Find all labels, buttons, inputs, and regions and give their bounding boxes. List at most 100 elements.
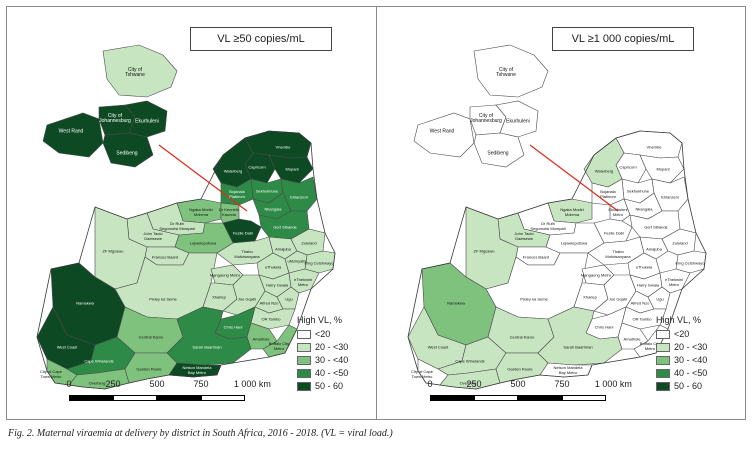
district-label: Cape Winelands xyxy=(84,359,113,364)
legend-swatch xyxy=(656,329,670,339)
scale-segment xyxy=(201,395,245,401)
district-label: Frances Baard xyxy=(152,255,178,260)
district-label: Harry Gwala xyxy=(266,283,289,288)
scale-bar: 0 250 500 750 1 000 km xyxy=(427,379,670,409)
legend-item: 50 - 60 xyxy=(656,380,707,392)
legend-swatch xyxy=(297,381,311,391)
district-label: Buffalo City Metro xyxy=(269,341,289,351)
district-label: Sekhukhune xyxy=(256,189,279,194)
legend-label: 30 - <40 xyxy=(674,355,708,365)
district-label: Mangaung Metro xyxy=(210,273,241,278)
district-label: City of Cape Town Metro xyxy=(40,369,63,379)
panel-divider xyxy=(376,6,377,420)
district-label: Gert Sibande xyxy=(644,225,668,230)
legend-item: 20 - <30 xyxy=(656,341,707,353)
district-sarah-baartman xyxy=(166,306,252,366)
district-sedibeng xyxy=(473,132,525,168)
district-label: Namakwa xyxy=(76,301,95,306)
legend-item: 50 - 60 xyxy=(297,380,348,392)
legend-label: 20 - <30 xyxy=(315,342,349,352)
district-label: Overberg xyxy=(460,381,477,386)
district-label: Amajuba xyxy=(646,247,663,252)
district-label: Sarah Baartman xyxy=(192,345,221,350)
district-label: Bojanala Platinum xyxy=(229,189,245,199)
legend-item: 20 - <30 xyxy=(297,341,348,353)
district-label: Sedibeng xyxy=(487,151,508,157)
district-city-of-tshwane xyxy=(102,44,178,98)
legend-swatch xyxy=(656,368,670,378)
district-label: uThukela xyxy=(636,265,653,270)
district-label: City of Tshwane xyxy=(125,67,145,78)
district-label: Thabo Mofutsanyana xyxy=(605,249,631,259)
district-label: eThekwini Metro xyxy=(294,277,312,287)
legend-item: 30 - <40 xyxy=(656,354,707,366)
map-legend: High VL, % <20 20 - <30 30 - <40 40 - <50 50… xyxy=(297,315,348,393)
legend-label: 40 - <50 xyxy=(674,368,708,378)
legend-swatch xyxy=(297,342,311,352)
district-amajuba xyxy=(639,236,669,260)
legend-item: 40 - <50 xyxy=(297,367,348,379)
district-label: Zululand xyxy=(672,241,687,246)
district-label: West Coast xyxy=(428,345,449,350)
scale-tick-label: 0 xyxy=(427,379,433,389)
legend-label: 40 - <50 xyxy=(315,368,349,378)
district-label: Gert Sibande xyxy=(273,225,297,230)
district-label: Chris Hani xyxy=(595,325,614,330)
legend-item: 40 - <50 xyxy=(656,367,707,379)
map-legend: High VL, % <20 20 - <30 30 - <40 40 - <50 50… xyxy=(656,315,707,393)
district-label: Vhembe xyxy=(276,145,292,150)
district-map: City of Tshwane West Rand City of Johannesbu… xyxy=(407,44,707,390)
district-label: Buffalo City Metro xyxy=(640,341,660,351)
district-label: Lejweleputswa xyxy=(190,241,217,246)
legend-swatch xyxy=(656,355,670,365)
district-label: West Coast xyxy=(57,345,78,350)
scale-tick-label: 500 xyxy=(149,379,165,389)
district-label: Nkangala xyxy=(636,207,654,212)
map-panel-vl-1000: City of Tshwane West Rand City of Johannesbu… xyxy=(378,7,745,419)
district-label: Ugu xyxy=(285,297,292,302)
scale-bar: 0 250 500 750 1 000 km xyxy=(66,379,309,409)
district-label: Amathole xyxy=(253,337,271,342)
district-label: King Cetshwayo xyxy=(305,261,335,266)
legend-label: 20 - <30 xyxy=(674,342,708,352)
map-panel-vl-50: City of Tshwane West Rand City of Johannesbu… xyxy=(7,7,375,419)
district-label: Sarah Baartman xyxy=(563,345,592,350)
scale-tick-label: 750 xyxy=(193,379,209,389)
district-west-rand xyxy=(413,112,475,158)
gauteng-inset-pointer xyxy=(158,144,248,212)
district-ekurhuleni xyxy=(124,100,168,138)
district-label: Fezile Dabi xyxy=(233,231,253,236)
district-label: Amajuba xyxy=(275,247,292,252)
district-label: uMzinyathi xyxy=(287,259,306,264)
district-map: City of Tshwane West Rand City of Johannesbu… xyxy=(36,44,336,390)
district-label: Zululand xyxy=(301,241,316,246)
district-label: Xhariep xyxy=(212,295,227,300)
district-label: John Taolo Gaetsewe xyxy=(143,231,163,241)
scale-segment xyxy=(562,395,606,401)
district-label: Garden Route xyxy=(136,367,162,372)
legend-item: 30 - <40 xyxy=(297,354,348,366)
district-label: Mangaung Metro xyxy=(581,273,612,278)
country-outline xyxy=(407,130,707,390)
district-label: Ekurhuleni xyxy=(135,119,159,125)
district-label: Central Karoo xyxy=(139,335,164,340)
scale-segment xyxy=(430,395,474,401)
gauteng-inset-pointer xyxy=(529,144,619,212)
district-label: Dr Kenneth Kaunda xyxy=(219,207,239,217)
district-label: Pixley ka Seme xyxy=(520,297,548,302)
scale-tick-label: 500 xyxy=(510,379,526,389)
scale-segment xyxy=(518,395,562,401)
district-label: OR Tambo xyxy=(261,317,281,322)
district-label: Waterberg xyxy=(224,169,243,174)
district-label: Dr Ruth Segomotsi Mompati xyxy=(159,221,194,231)
district-ekurhuleni xyxy=(495,100,539,138)
map-title: VL ≥1 000 copies/mL xyxy=(552,27,694,51)
district-label: Joe Gqabi xyxy=(238,297,256,302)
district-label: West Rand xyxy=(430,129,455,135)
district-label: Mopani xyxy=(656,167,669,172)
district-label: Ehlanzeni xyxy=(661,195,679,200)
district-label: Waterberg xyxy=(595,169,614,174)
district-label: Sekhukhune xyxy=(627,189,650,194)
district-label: Thabo Mofutsanyana xyxy=(234,249,260,259)
district-mopani xyxy=(639,154,685,184)
